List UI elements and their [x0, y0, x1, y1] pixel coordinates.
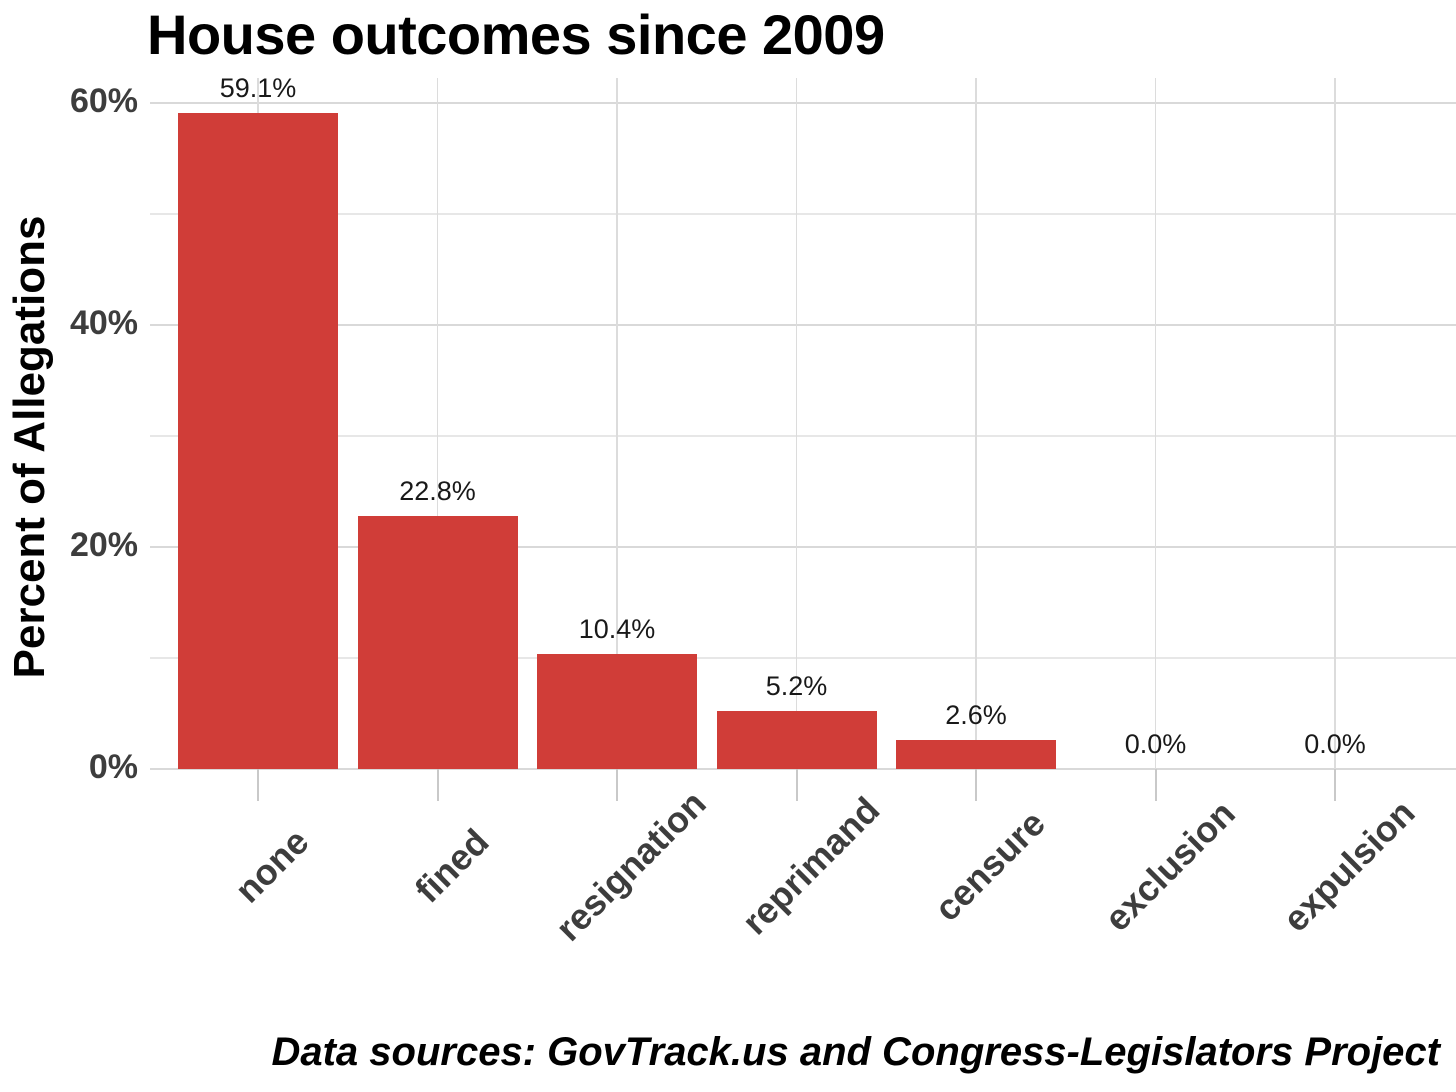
- bar: [178, 113, 338, 769]
- gridline-horizontal: [150, 768, 1456, 770]
- axis-tick: [436, 769, 439, 801]
- x-tick-label: exclusion: [1095, 792, 1243, 939]
- x-tick-label: fined: [406, 820, 497, 911]
- value-label: 10.4%: [578, 614, 656, 644]
- x-tick-label: censure: [926, 802, 1053, 929]
- gridline-horizontal: [150, 546, 1456, 548]
- y-tick-label: 0%: [88, 748, 138, 786]
- axis-tick: [1334, 769, 1336, 801]
- data-sources-caption: Data sources: GovTrack.us and Congress-L…: [271, 1030, 1440, 1074]
- x-tick-label: resignation: [547, 782, 714, 949]
- axis-tick: [795, 769, 798, 801]
- value-label: 2.6%: [945, 700, 1007, 730]
- y-tick-label: 40%: [69, 304, 138, 342]
- gridline-horizontal: [150, 102, 1456, 104]
- chart-title: House outcomes since 2009: [147, 3, 885, 66]
- axis-tick: [975, 769, 977, 801]
- gridline-vertical: [436, 78, 439, 769]
- gridline-horizontal: [150, 213, 1456, 215]
- gridline-horizontal: [150, 435, 1456, 437]
- axis-tick: [1154, 769, 1157, 801]
- axis-tick: [257, 769, 259, 801]
- axis-tick: [616, 769, 618, 801]
- gridline-horizontal: [150, 324, 1456, 326]
- gridline-vertical: [1154, 78, 1157, 769]
- value-label: 0.0%: [1124, 729, 1187, 759]
- y-tick-label: 60%: [69, 82, 138, 120]
- value-label: 5.2%: [765, 671, 828, 701]
- value-label: 59.1%: [219, 73, 297, 103]
- x-tick-label: none: [226, 820, 317, 911]
- value-label: 0.0%: [1304, 729, 1366, 759]
- y-tick-label: 20%: [69, 526, 138, 564]
- bar: [896, 740, 1056, 769]
- bar: [537, 654, 697, 769]
- gridline-vertical: [975, 78, 977, 769]
- bar: [716, 711, 877, 769]
- x-tick-label: reprimand: [733, 788, 887, 943]
- x-tick-label: expulsion: [1274, 791, 1423, 940]
- bar: [357, 516, 518, 769]
- y-axis-title: Percent of Allegations: [5, 215, 54, 679]
- gridline-vertical: [1334, 78, 1336, 769]
- gridline-vertical: [795, 78, 798, 769]
- value-label: 22.8%: [399, 476, 476, 506]
- gridline-vertical: [616, 78, 618, 769]
- gridline-horizontal: [150, 657, 1456, 659]
